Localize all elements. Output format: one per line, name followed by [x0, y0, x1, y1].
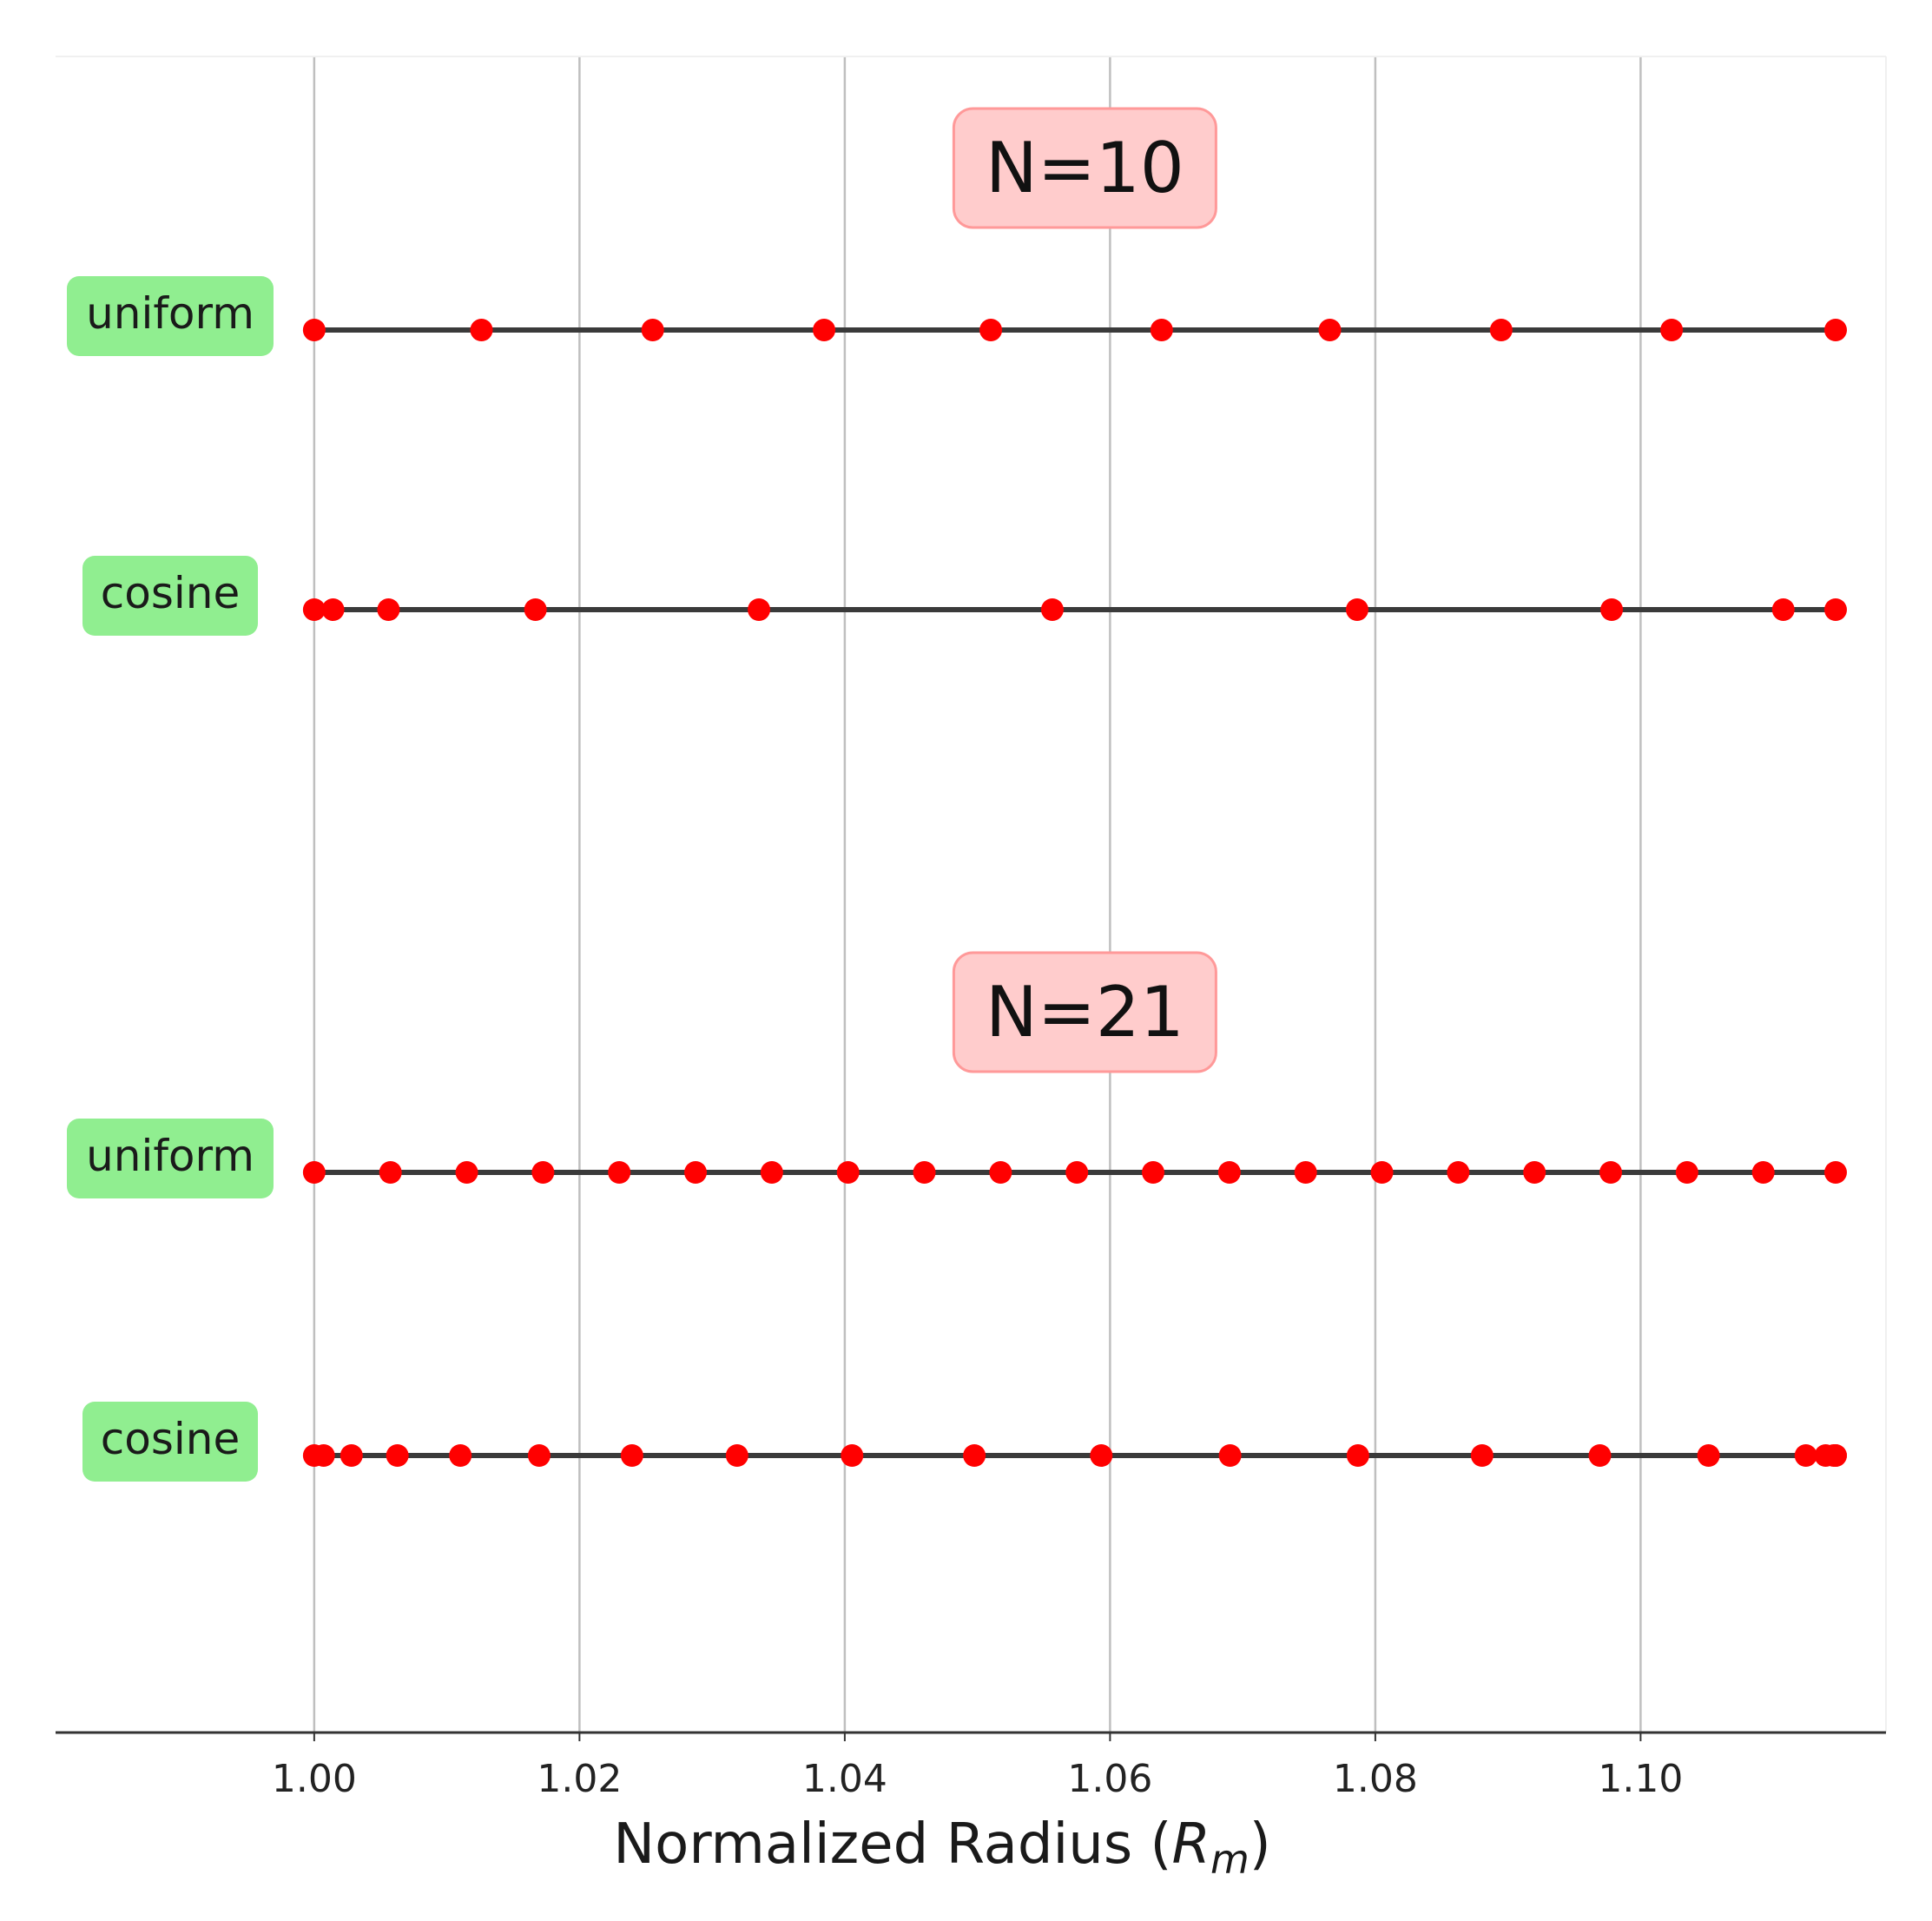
sampling-rows: uniform cosine uniform cosine: [67, 276, 1847, 1482]
x-tick-label: 1.06: [1067, 1757, 1152, 1801]
data-point: [641, 319, 664, 341]
data-point: [379, 1161, 402, 1184]
data-point: [312, 1444, 335, 1467]
data-point: [1345, 598, 1368, 621]
x-axis-title-text: Normalized Radius: [613, 1812, 1132, 1877]
data-point: [1824, 1444, 1847, 1467]
data-point: [1599, 1161, 1623, 1184]
data-point: [813, 319, 836, 341]
x-axis-subscript: m: [1210, 1836, 1250, 1883]
data-point: [841, 1444, 864, 1467]
data-point: [1150, 319, 1173, 341]
data-point: [1824, 319, 1847, 341]
row-label-box: [82, 556, 258, 636]
data-point: [1370, 1161, 1394, 1184]
data-point: [1218, 1444, 1242, 1467]
data-point: [377, 598, 400, 621]
data-point: [1318, 319, 1342, 341]
data-point: [1660, 319, 1684, 341]
data-point: [1065, 1161, 1089, 1184]
data-point: [1794, 1444, 1817, 1467]
data-point: [1040, 598, 1064, 621]
data-point: [1697, 1444, 1720, 1467]
data-point: [1294, 1161, 1317, 1184]
data-point: [725, 1444, 748, 1467]
data-point: [1523, 1161, 1546, 1184]
data-point: [449, 1444, 472, 1467]
data-point: [1217, 1161, 1241, 1184]
data-point: [1771, 598, 1795, 621]
data-point: [1588, 1444, 1612, 1467]
x-tick-label: 1.02: [537, 1757, 622, 1801]
data-point: [608, 1161, 631, 1184]
x-tick-label: 1.00: [272, 1757, 357, 1801]
data-point: [1824, 1161, 1847, 1184]
group-label: N=21: [986, 972, 1184, 1053]
row-label: cosine: [101, 568, 240, 618]
data-point: [386, 1444, 409, 1467]
row-label: uniform: [86, 1131, 254, 1181]
data-point: [748, 598, 771, 621]
data-point: [340, 1444, 363, 1467]
data-point: [455, 1161, 478, 1184]
data-point: [1600, 598, 1624, 621]
row-label-box: [67, 1119, 274, 1198]
data-point: [760, 1161, 783, 1184]
data-point: [1675, 1161, 1698, 1184]
data-point: [684, 1161, 708, 1184]
data-point: [1090, 1444, 1113, 1467]
x-axis-symbol: R: [1171, 1812, 1210, 1877]
row-label: uniform: [86, 288, 254, 339]
data-point: [963, 1444, 986, 1467]
data-point: [302, 319, 326, 341]
data-point: [1751, 1161, 1775, 1184]
group-label: N=10: [986, 128, 1184, 208]
data-point: [524, 598, 547, 621]
x-axis: 1.00 1.02 1.04 1.06 1.08 1.10: [56, 56, 1887, 1801]
group-labels: N=10 N=21: [952, 107, 1217, 1073]
x-tick-label: 1.08: [1333, 1757, 1418, 1801]
data-point: [1470, 1444, 1494, 1467]
data-point: [620, 1444, 643, 1467]
row-label-box: [67, 276, 274, 356]
data-point: [913, 1161, 936, 1184]
data-point: [302, 598, 326, 621]
x-tick-label: 1.10: [1598, 1757, 1683, 1801]
data-point: [836, 1161, 860, 1184]
group-label-box: [952, 107, 1217, 229]
data-point: [1824, 598, 1847, 621]
group-label-box: [952, 951, 1217, 1073]
data-point: [527, 1444, 551, 1467]
data-point: [470, 319, 493, 341]
data-point: [321, 598, 345, 621]
data-point: [979, 319, 1003, 341]
row-label: cosine: [101, 1414, 240, 1464]
row-label-box: [82, 1402, 258, 1482]
data-point: [1489, 319, 1513, 341]
x-tick-label: 1.04: [802, 1757, 887, 1801]
x-axis-title: Normalized Radius (Rm): [613, 1812, 1270, 1883]
data-point: [1142, 1161, 1165, 1184]
data-point: [302, 1161, 326, 1184]
data-point: [531, 1161, 555, 1184]
data-point: [1447, 1161, 1470, 1184]
data-point: [989, 1161, 1012, 1184]
data-point: [1346, 1444, 1369, 1467]
